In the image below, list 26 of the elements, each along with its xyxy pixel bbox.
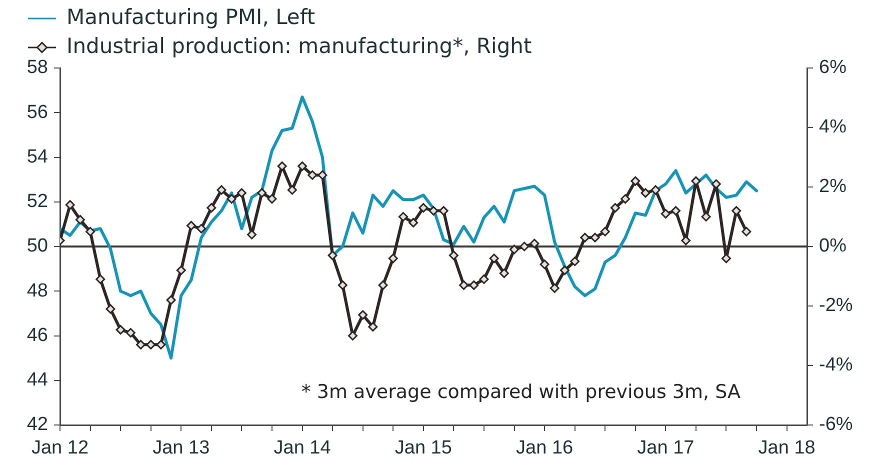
y2-tick-label: 0% — [819, 236, 847, 257]
y-tick-label: 50 — [26, 236, 48, 257]
y-tick-label: 56 — [26, 102, 48, 123]
x-tick-label: Jan 15 — [394, 438, 452, 459]
x-tick-label: Jan 18 — [758, 438, 816, 459]
y2-tick-label: -4% — [819, 354, 853, 376]
legend-label: Manufacturing PMI, Left — [66, 4, 316, 29]
x-tick-label: Jan 16 — [516, 438, 574, 459]
x-tick-label: Jan 14 — [274, 438, 332, 459]
y-tick-label: 58 — [26, 57, 48, 78]
y2-tick-label: -2% — [819, 295, 853, 316]
y-tick-label: 52 — [26, 191, 48, 212]
x-tick-label: Jan 12 — [31, 438, 89, 459]
y2-tick-label: 4% — [819, 116, 847, 138]
y-tick-label: 44 — [26, 370, 48, 391]
annotation: * 3m average compared with previous 3m, SA — [301, 380, 740, 403]
y-tick-label: 48 — [26, 280, 48, 302]
y2-tick-label: 6% — [819, 57, 847, 78]
x-tick-label: Jan 17 — [637, 438, 694, 459]
y2-tick-label: -6% — [819, 414, 853, 436]
x-tick-label: Jan 13 — [152, 438, 210, 459]
y-tick-label: 54 — [26, 146, 48, 168]
legend-label: Industrial production: manufacturing*, Right — [66, 34, 532, 58]
y-tick-label: 42 — [26, 414, 48, 436]
y-tick-label: 46 — [26, 324, 48, 346]
y2-tick-label: 2% — [819, 176, 847, 198]
